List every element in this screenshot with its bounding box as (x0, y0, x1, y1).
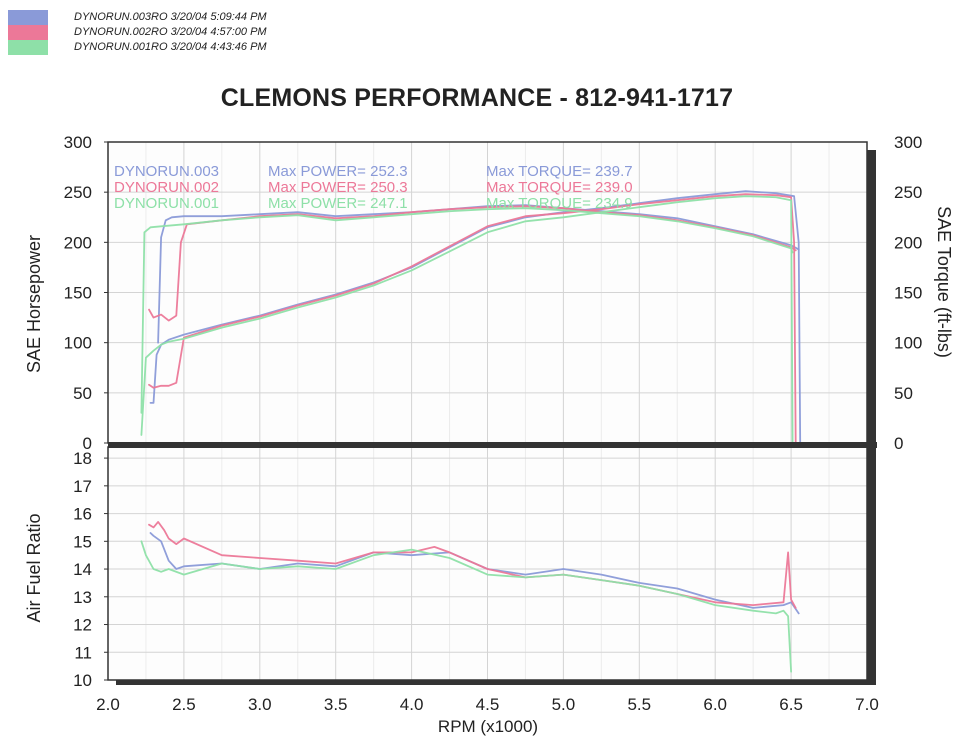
x-tick-label: 2.0 (96, 695, 120, 714)
y-tick-label-torque: 250 (894, 183, 922, 202)
summary-run-label: DYNORUN.003 (114, 163, 219, 180)
legend-item-run001: DYNORUN.001RO 3/20/04 4:43:46 PM (8, 40, 428, 55)
summary-max-power: Max POWER= 250.3 (268, 179, 408, 196)
summary-max-torque: Max TORQUE= 234.9 (486, 195, 633, 212)
x-tick-label: 6.0 (703, 695, 727, 714)
y-tick-label-torque: 50 (894, 384, 913, 403)
y-tick-label-afr: 12 (73, 616, 92, 635)
chart-title: CLEMONS PERFORMANCE - 812-941-1717 (220, 84, 734, 112)
x-tick-label: 3.0 (248, 695, 272, 714)
summary-run-label: DYNORUN.001 (114, 195, 219, 212)
x-tick-label: 4.5 (476, 695, 500, 714)
series-line-dynorun-001-power (140, 195, 794, 444)
y-tick-label-horsepower: 150 (64, 284, 92, 303)
y-tick-label-afr: 10 (73, 671, 92, 690)
x-axis-label: RPM (x1000) (438, 717, 538, 736)
y-tick-label-horsepower: 100 (64, 334, 92, 353)
y-tick-label-horsepower: 300 (64, 133, 92, 152)
x-tick-label: 2.5 (172, 695, 196, 714)
legend-swatch-run002 (8, 25, 48, 40)
summary-max-power: Max POWER= 247.1 (268, 195, 408, 212)
y-tick-label-afr: 16 (73, 505, 92, 524)
summary-max-torque: Max TORQUE= 239.0 (486, 179, 633, 196)
y-tick-label-torque: 200 (894, 233, 922, 252)
y-axis-label-horsepower: SAE Horsepower (24, 235, 44, 373)
run-legend: DYNORUN.003RO 3/20/04 5:09:44 PM DYNORUN… (8, 10, 428, 60)
legend-label-run002: DYNORUN.002RO 3/20/04 4:57:00 PM (74, 26, 267, 38)
series-line-dynorun-002-torque (148, 205, 797, 322)
legend-label-run001: DYNORUN.001RO 3/20/04 4:43:46 PM (74, 41, 267, 53)
y-tick-label-torque: 100 (894, 334, 922, 353)
series-line-dynorun-001-torque (140, 207, 794, 414)
y-tick-label-torque: 150 (894, 284, 922, 303)
series-line-dynorun-002-power (148, 193, 797, 444)
right-shadow-bar (867, 150, 876, 684)
summary-max-power: Max POWER= 252.3 (268, 163, 408, 180)
y-axis-label-torque: SAE Torque (ft-lbs) (934, 206, 954, 358)
x-tick-label: 5.5 (627, 695, 651, 714)
x-tick-label: 5.0 (552, 695, 576, 714)
y-tick-label-afr: 17 (73, 477, 92, 496)
afr-line-dynorun-001 (140, 540, 792, 673)
legend-label-run003: DYNORUN.003RO 3/20/04 5:09:44 PM (74, 11, 267, 23)
y-tick-label-afr: 15 (73, 532, 92, 551)
x-tick-label: 6.5 (779, 695, 803, 714)
legend-item-run003: DYNORUN.003RO 3/20/04 5:09:44 PM (8, 10, 428, 25)
y-tick-label-torque: 300 (894, 133, 922, 152)
legend-item-run002: DYNORUN.002RO 3/20/04 4:57:00 PM (8, 25, 428, 40)
x-tick-label: 3.5 (324, 695, 348, 714)
y-tick-label-horsepower: 200 (64, 233, 92, 252)
afr-line-dynorun-002 (148, 521, 797, 609)
legend-swatch-run001 (8, 40, 48, 55)
y-tick-label-horsepower: 0 (83, 434, 92, 453)
bottom-shadow-bar (116, 680, 876, 685)
legend-swatch-run003 (8, 10, 48, 25)
y-tick-label-horsepower: 50 (73, 384, 92, 403)
x-tick-label: 7.0 (855, 695, 879, 714)
summary-run-label: DYNORUN.002 (114, 179, 219, 196)
x-tick-label: 4.0 (400, 695, 424, 714)
summary-max-torque: Max TORQUE= 239.7 (486, 163, 633, 180)
y-tick-label-horsepower: 250 (64, 183, 92, 202)
y-tick-label-afr: 14 (73, 560, 92, 579)
y-axis-label-afr: Air Fuel Ratio (24, 513, 44, 622)
y-tick-label-afr: 13 (73, 588, 92, 607)
y-tick-label-torque: 0 (894, 434, 903, 453)
y-tick-label-afr: 11 (74, 643, 92, 662)
y-tick-label-afr: 18 (73, 449, 92, 468)
panel-divider (108, 442, 877, 448)
